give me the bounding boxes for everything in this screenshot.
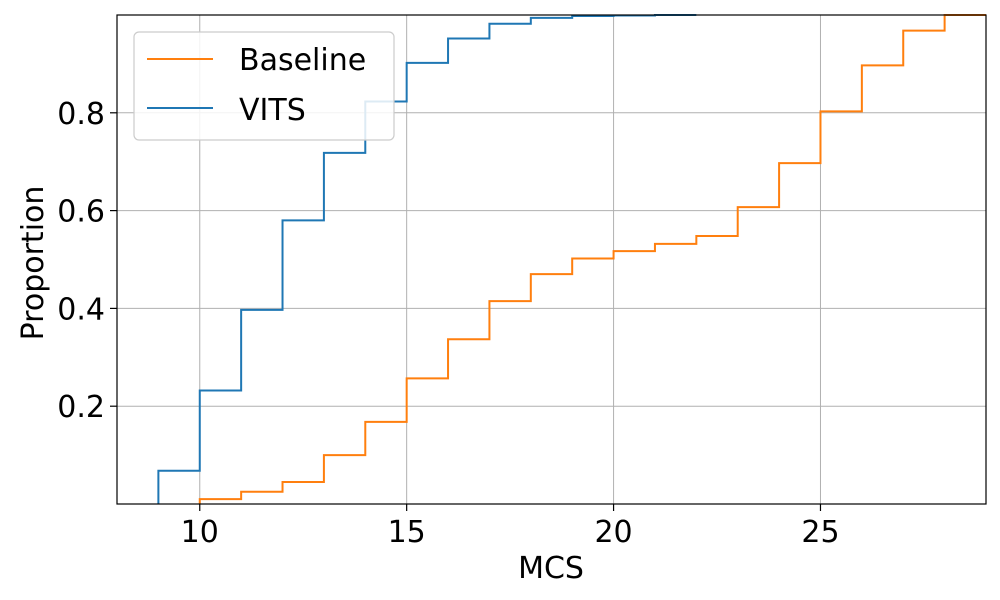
y-axis-label: Proportion — [16, 186, 51, 341]
series-layer — [157, 14, 986, 504]
series-line-vits — [157, 14, 697, 504]
y-tick-label: 0.8 — [57, 97, 105, 132]
plot-frame — [116, 14, 987, 505]
legend-label-baseline: Baseline — [239, 43, 366, 78]
y-tick-label: 0.2 — [57, 390, 105, 425]
x-tick-label: 15 — [388, 515, 426, 550]
y-axis-ticks: 0.2 0.4 0.6 0.8 — [57, 97, 117, 425]
y-tick-label: 0.4 — [57, 292, 105, 327]
series-line-baseline — [198, 14, 986, 504]
legend: Baseline VITS — [133, 31, 395, 141]
x-tick-label: 25 — [801, 515, 839, 550]
x-tick-label: 20 — [594, 515, 632, 550]
x-axis-label: MCS — [518, 551, 584, 586]
legend-label-vits: VITS — [239, 93, 306, 128]
x-axis-ticks: 10 15 20 25 — [181, 504, 840, 550]
x-tick-label: 10 — [181, 515, 219, 550]
y-tick-label: 0.6 — [57, 195, 105, 230]
